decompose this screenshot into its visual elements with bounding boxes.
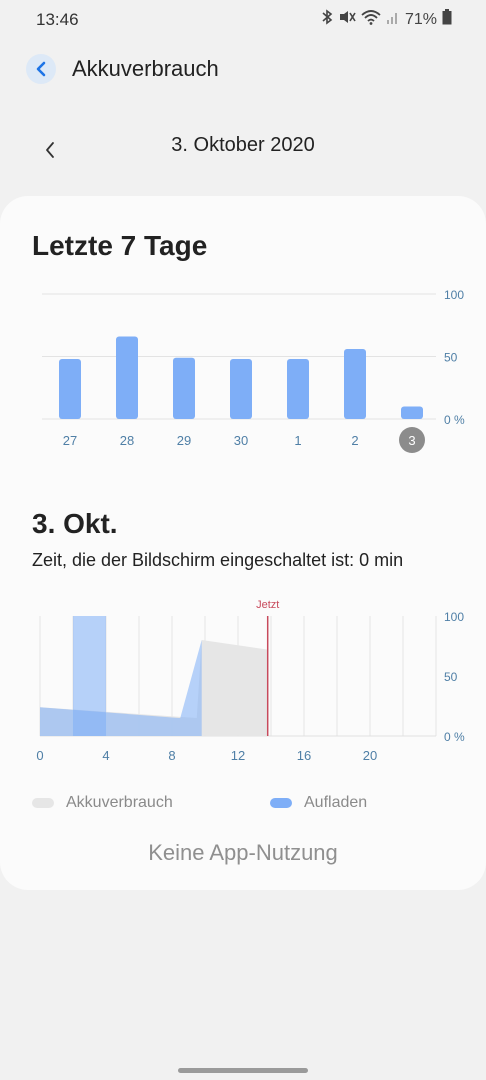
chevron-left-icon — [46, 142, 54, 158]
charging-area — [40, 640, 202, 736]
day-area-chart: 100 50 0 % Jetzt 0 4 8 12 16 20 — [36, 599, 465, 763]
screen-time-text: Zeit, die der Bildschirm eingeschaltet i… — [32, 550, 404, 570]
legend-charging: Aufladen — [270, 794, 367, 812]
wifi-icon — [361, 9, 381, 30]
bar-27 — [59, 359, 81, 419]
home-indicator — [178, 1068, 308, 1073]
x-tick-label: 20 — [363, 748, 377, 763]
date-navigation: 3. Oktober 2020 — [0, 128, 486, 168]
y-tick-label: 0 % — [444, 413, 465, 427]
date-label: 3. Oktober 2020 — [171, 134, 315, 156]
legend-charging-label: Aufladen — [304, 794, 368, 811]
app-header: Akkuverbrauch — [0, 44, 486, 100]
y-tick-label: 50 — [444, 351, 458, 365]
battery-icon — [442, 9, 452, 30]
legend-charging-swatch — [270, 798, 292, 808]
bar-3 — [401, 406, 423, 419]
chevron-left-icon — [36, 61, 46, 77]
x-tick-label: 29 — [177, 433, 191, 448]
x-tick-label: 4 — [102, 748, 109, 763]
x-tick-label: 12 — [231, 748, 245, 763]
usage-card: Letzte 7 Tage 100 50 0 % 27 28 29 30 1 2 3 3. Okt… — [0, 196, 486, 890]
bar-2 — [344, 349, 366, 419]
selected-day-marker — [399, 427, 425, 453]
legend-usage-swatch — [32, 798, 54, 808]
x-tick-label: 8 — [168, 748, 175, 763]
status-bar: 13:46 71% — [0, 0, 486, 40]
week-title: Letzte 7 Tage — [32, 230, 208, 261]
status-time: 13:46 — [36, 10, 79, 29]
y-tick-label: 50 — [444, 670, 458, 684]
x-tick-label: 3 — [408, 433, 415, 448]
chart-legend: Akkuverbrauch Aufladen — [0, 794, 486, 818]
x-tick-label: 2 — [351, 433, 358, 448]
bar-29 — [173, 357, 195, 419]
previous-day-button[interactable] — [38, 136, 62, 164]
x-tick-label: 1 — [294, 433, 301, 448]
bluetooth-icon — [321, 9, 333, 30]
x-tick-label: 28 — [120, 433, 134, 448]
y-tick-label: 0 % — [444, 730, 465, 744]
day-title: 3. Okt. — [32, 508, 118, 539]
status-icons: 71% — [321, 9, 452, 30]
signal-icon — [386, 9, 400, 30]
y-tick-label: 100 — [444, 610, 464, 624]
bar-1 — [287, 359, 309, 419]
bar-28 — [116, 336, 138, 419]
mute-icon — [338, 9, 356, 30]
x-tick-label: 30 — [234, 433, 248, 448]
now-label: Jetzt — [256, 599, 279, 611]
legend-usage-label: Akkuverbrauch — [66, 794, 173, 811]
x-tick-label: 0 — [36, 748, 43, 763]
page-title: Akkuverbrauch — [72, 56, 219, 81]
x-tick-label: 27 — [63, 433, 77, 448]
bar-30 — [230, 359, 252, 419]
battery-text: 71% — [404, 10, 437, 28]
no-app-usage-text: Keine App-Nutzung — [148, 840, 338, 865]
back-button[interactable] — [26, 54, 56, 84]
legend-usage: Akkuverbrauch — [32, 794, 173, 812]
week-bar-chart: 100 50 0 % 27 28 29 30 1 2 3 — [42, 288, 465, 453]
y-tick-label: 100 — [444, 288, 464, 302]
x-tick-label: 16 — [297, 748, 311, 763]
